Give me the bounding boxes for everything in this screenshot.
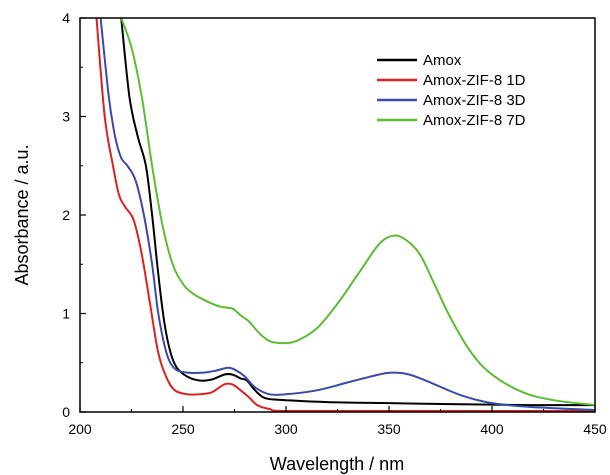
- y-tick-label: 3: [62, 109, 70, 125]
- legend-label: Amox: [423, 52, 462, 69]
- series-line-3: [99, 18, 595, 411]
- y-tick-label: 1: [62, 306, 70, 322]
- x-axis-title: Wavelength / nm: [270, 454, 404, 474]
- x-tick-label: 200: [68, 421, 92, 437]
- series-layer: [95, 18, 595, 412]
- x-tick-label: 250: [171, 421, 195, 437]
- y-axis-title: Absorbance / a.u.: [12, 144, 32, 285]
- x-tick-label: 400: [480, 421, 504, 437]
- legend-label: Amox-ZIF-8 1D: [423, 72, 526, 89]
- legend-label: Amox-ZIF-8 7D: [423, 112, 526, 129]
- x-tick-label: 350: [377, 421, 401, 437]
- x-tick-label: 300: [274, 421, 298, 437]
- y-tick-label: 0: [62, 404, 70, 420]
- series-line-1: [120, 18, 595, 407]
- x-tick-label: 450: [583, 421, 607, 437]
- series-line-2: [95, 18, 595, 412]
- legend-label: Amox-ZIF-8 3D: [423, 92, 526, 109]
- y-tick-label: 4: [62, 10, 70, 26]
- series-line-4: [120, 18, 595, 407]
- y-axis-ticks: 0 1 2 3 4: [62, 10, 86, 420]
- legend: Amox Amox-ZIF-8 1D Amox-ZIF-8 3D Amox-ZIF-8…: [377, 52, 526, 129]
- x-axis-ticks: 200 250 300 350 400 450: [68, 406, 607, 437]
- y-tick-label: 2: [62, 207, 70, 223]
